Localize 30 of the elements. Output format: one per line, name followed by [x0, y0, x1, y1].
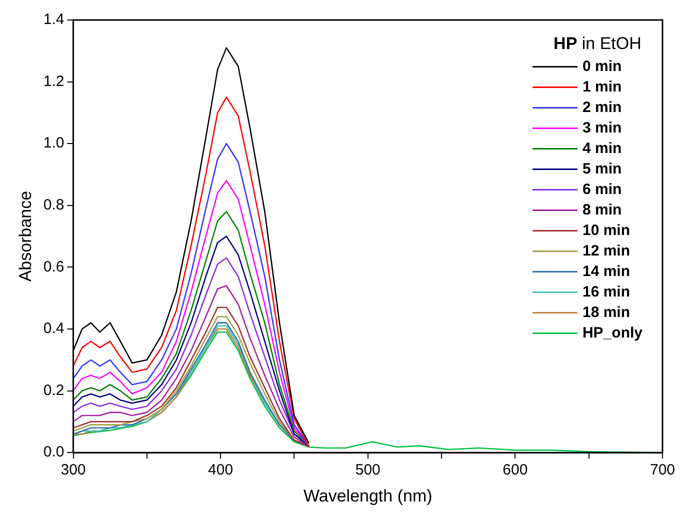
legend-label: 12 min: [582, 242, 630, 260]
x-tick-label: 600: [502, 462, 528, 479]
x-tick-label: 300: [60, 462, 86, 479]
legend-label: 18 min: [582, 304, 630, 321]
y-tick-label: 0.2: [43, 382, 64, 399]
y-tick-label: 1.0: [43, 134, 64, 152]
legend-label: 5 min: [582, 160, 622, 178]
y-tick-label: 1.2: [43, 72, 64, 90]
legend-label: 14 min: [582, 262, 630, 280]
y-tick-label: 1.4: [43, 11, 64, 28]
legend-label: 4 min: [582, 140, 622, 157]
y-tick-label: 0.4: [43, 320, 64, 338]
legend-title: HP in EtOH: [554, 34, 642, 53]
legend-label: 8 min: [582, 201, 622, 218]
legend-label: 3 min: [582, 119, 622, 136]
y-tick-label: 0.6: [43, 258, 64, 276]
x-tick-label: 400: [208, 462, 234, 479]
legend-label: 2 min: [582, 98, 622, 116]
y-axis-title: Absorbance: [16, 190, 35, 282]
legend-label: HP_only: [582, 324, 644, 342]
legend-label: 0 min: [582, 58, 622, 75]
legend-label: 10 min: [582, 222, 630, 239]
y-tick-label: 0.8: [43, 196, 64, 214]
legend-label: 16 min: [582, 283, 630, 300]
x-tick-label: 500: [355, 462, 380, 479]
legend-label: 1 min: [582, 78, 622, 96]
legend-label: 6 min: [582, 180, 622, 198]
x-tick-label: 700: [650, 462, 675, 479]
y-tick-label: 0.0: [43, 444, 64, 461]
x-axis-title: Wavelength (nm): [303, 486, 432, 506]
